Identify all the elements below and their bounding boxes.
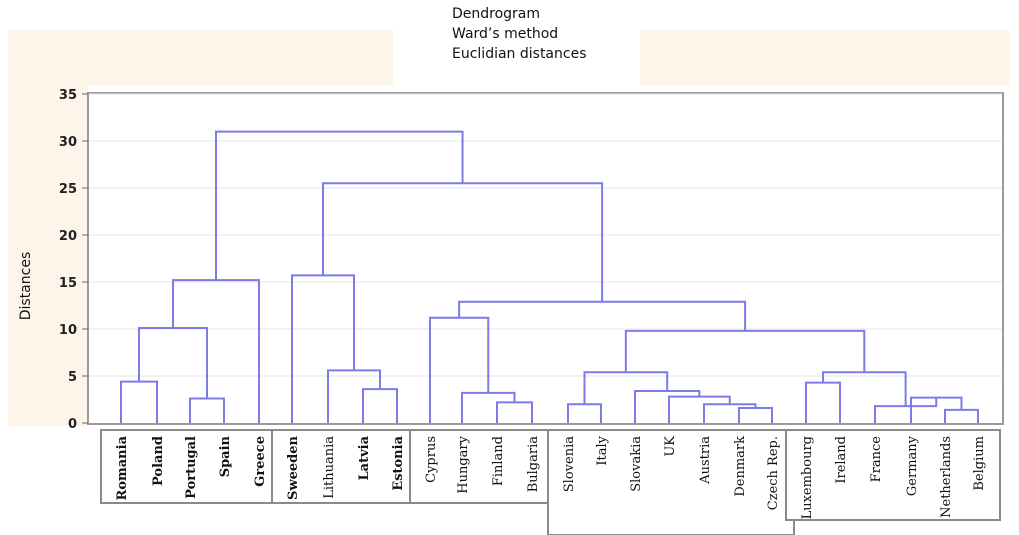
title-line-3: Euclidian distances (452, 46, 587, 62)
title-line-1: Dendrogram (452, 6, 541, 22)
leaf-label: Slovenia (562, 436, 577, 492)
leaf-label: Hungary (456, 435, 471, 493)
y-tick-label: 15 (59, 276, 77, 291)
leaf-label: France (869, 436, 884, 483)
dendrogram-links (120, 130, 979, 423)
y-tick-label: 5 (68, 370, 77, 385)
leaf-label: Italy (595, 435, 610, 465)
leaf-group-box (785, 429, 1001, 521)
y-tick-label: 20 (59, 229, 77, 244)
leaf-label: Denmark (733, 436, 748, 497)
header-panel-left (8, 30, 393, 86)
leaf-group-box (271, 429, 420, 504)
y-axis-label: Distances (18, 251, 34, 321)
leaf-label: UK (663, 436, 678, 457)
y-axis-ticks: 0 5 10 15 20 25 30 35 (59, 88, 88, 432)
dendrogram-link (215, 130, 464, 281)
y-tick-label: 30 (59, 135, 77, 150)
leaf-label: Romania (115, 435, 130, 500)
leaf-label: Spain (218, 435, 233, 477)
leaf-label: Lithuania (322, 436, 337, 499)
leaf-label: Estonia (391, 435, 406, 490)
axis-panel (8, 86, 88, 426)
leaf-label: Latvia (357, 435, 372, 480)
leaf-label: Ireland (834, 436, 849, 484)
leaf-group-box (409, 429, 555, 504)
y-tick-label: 25 (59, 182, 77, 197)
leaf-label: Netherlands (939, 436, 954, 518)
leaf-label: Germany (905, 435, 920, 496)
leaf-label-boxes (100, 429, 1001, 535)
leaf-label: Luxembourg (800, 436, 815, 519)
leaf-label: Belgium (972, 436, 987, 491)
leaf-labels: Romania Poland Portugal Spain Greece Sweeden L… (115, 435, 987, 519)
leaf-label: Bulgaria (526, 436, 541, 493)
chart-title: Dendrogram Ward’s method Euclidian dista… (452, 4, 652, 64)
leaf-label: Cyprus (424, 436, 439, 483)
y-tick-label: 10 (59, 323, 77, 338)
leaf-label: Sweeden (286, 435, 301, 499)
y-tick-label: 35 (59, 88, 77, 103)
leaf-group-box (547, 429, 795, 535)
leaf-label: Slovakia (629, 436, 644, 492)
leaf-label: Poland (151, 436, 166, 486)
leaf-label: Greece (253, 436, 268, 487)
leaf-label: Portugal (184, 436, 199, 499)
header-panel-right (640, 30, 1010, 86)
leaf-label: Czech Rep. (766, 436, 781, 510)
y-tick-label: 0 (68, 417, 77, 432)
leaf-label: Finland (491, 436, 506, 486)
grid-lines (89, 93, 1002, 377)
leaf-label: Austria (698, 436, 713, 485)
plot-area (87, 92, 1004, 425)
title-line-2: Ward’s method (452, 26, 559, 42)
